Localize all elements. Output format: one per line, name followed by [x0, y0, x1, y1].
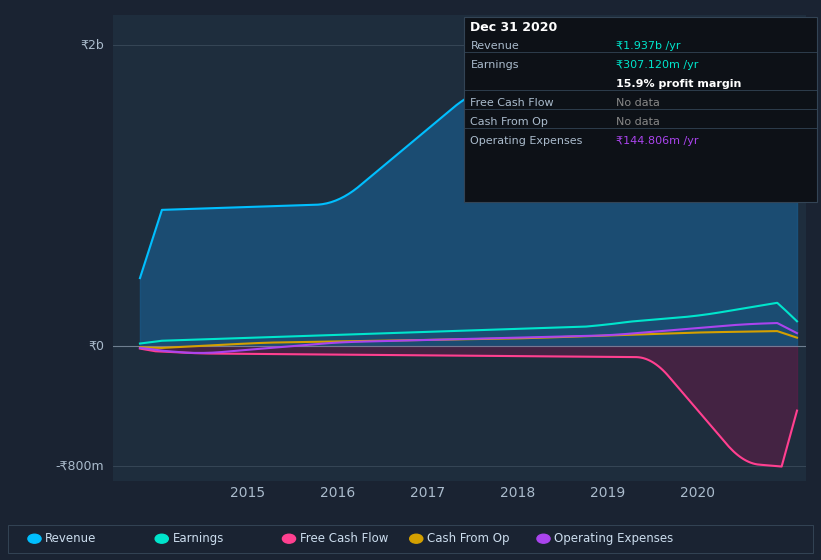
- Text: ₹2b: ₹2b: [80, 39, 104, 52]
- Text: Cash From Op: Cash From Op: [470, 118, 548, 128]
- Text: Cash From Op: Cash From Op: [427, 532, 509, 545]
- Text: -₹800m: -₹800m: [55, 460, 104, 473]
- Text: 15.9% profit margin: 15.9% profit margin: [616, 80, 741, 90]
- Text: No data: No data: [616, 99, 659, 109]
- Text: Earnings: Earnings: [470, 60, 519, 71]
- Text: Dec 31 2020: Dec 31 2020: [470, 21, 557, 34]
- Text: ₹307.120m /yr: ₹307.120m /yr: [616, 60, 698, 71]
- Text: Free Cash Flow: Free Cash Flow: [300, 532, 388, 545]
- Text: ₹1.937b /yr: ₹1.937b /yr: [616, 41, 681, 52]
- Text: No data: No data: [616, 118, 659, 128]
- Text: ₹144.806m /yr: ₹144.806m /yr: [616, 137, 698, 147]
- Text: Operating Expenses: Operating Expenses: [554, 532, 673, 545]
- Text: Revenue: Revenue: [470, 41, 519, 52]
- Text: Revenue: Revenue: [45, 532, 97, 545]
- Text: Earnings: Earnings: [172, 532, 224, 545]
- Text: Operating Expenses: Operating Expenses: [470, 137, 583, 147]
- Text: Free Cash Flow: Free Cash Flow: [470, 99, 554, 109]
- Text: ₹0: ₹0: [88, 339, 104, 352]
